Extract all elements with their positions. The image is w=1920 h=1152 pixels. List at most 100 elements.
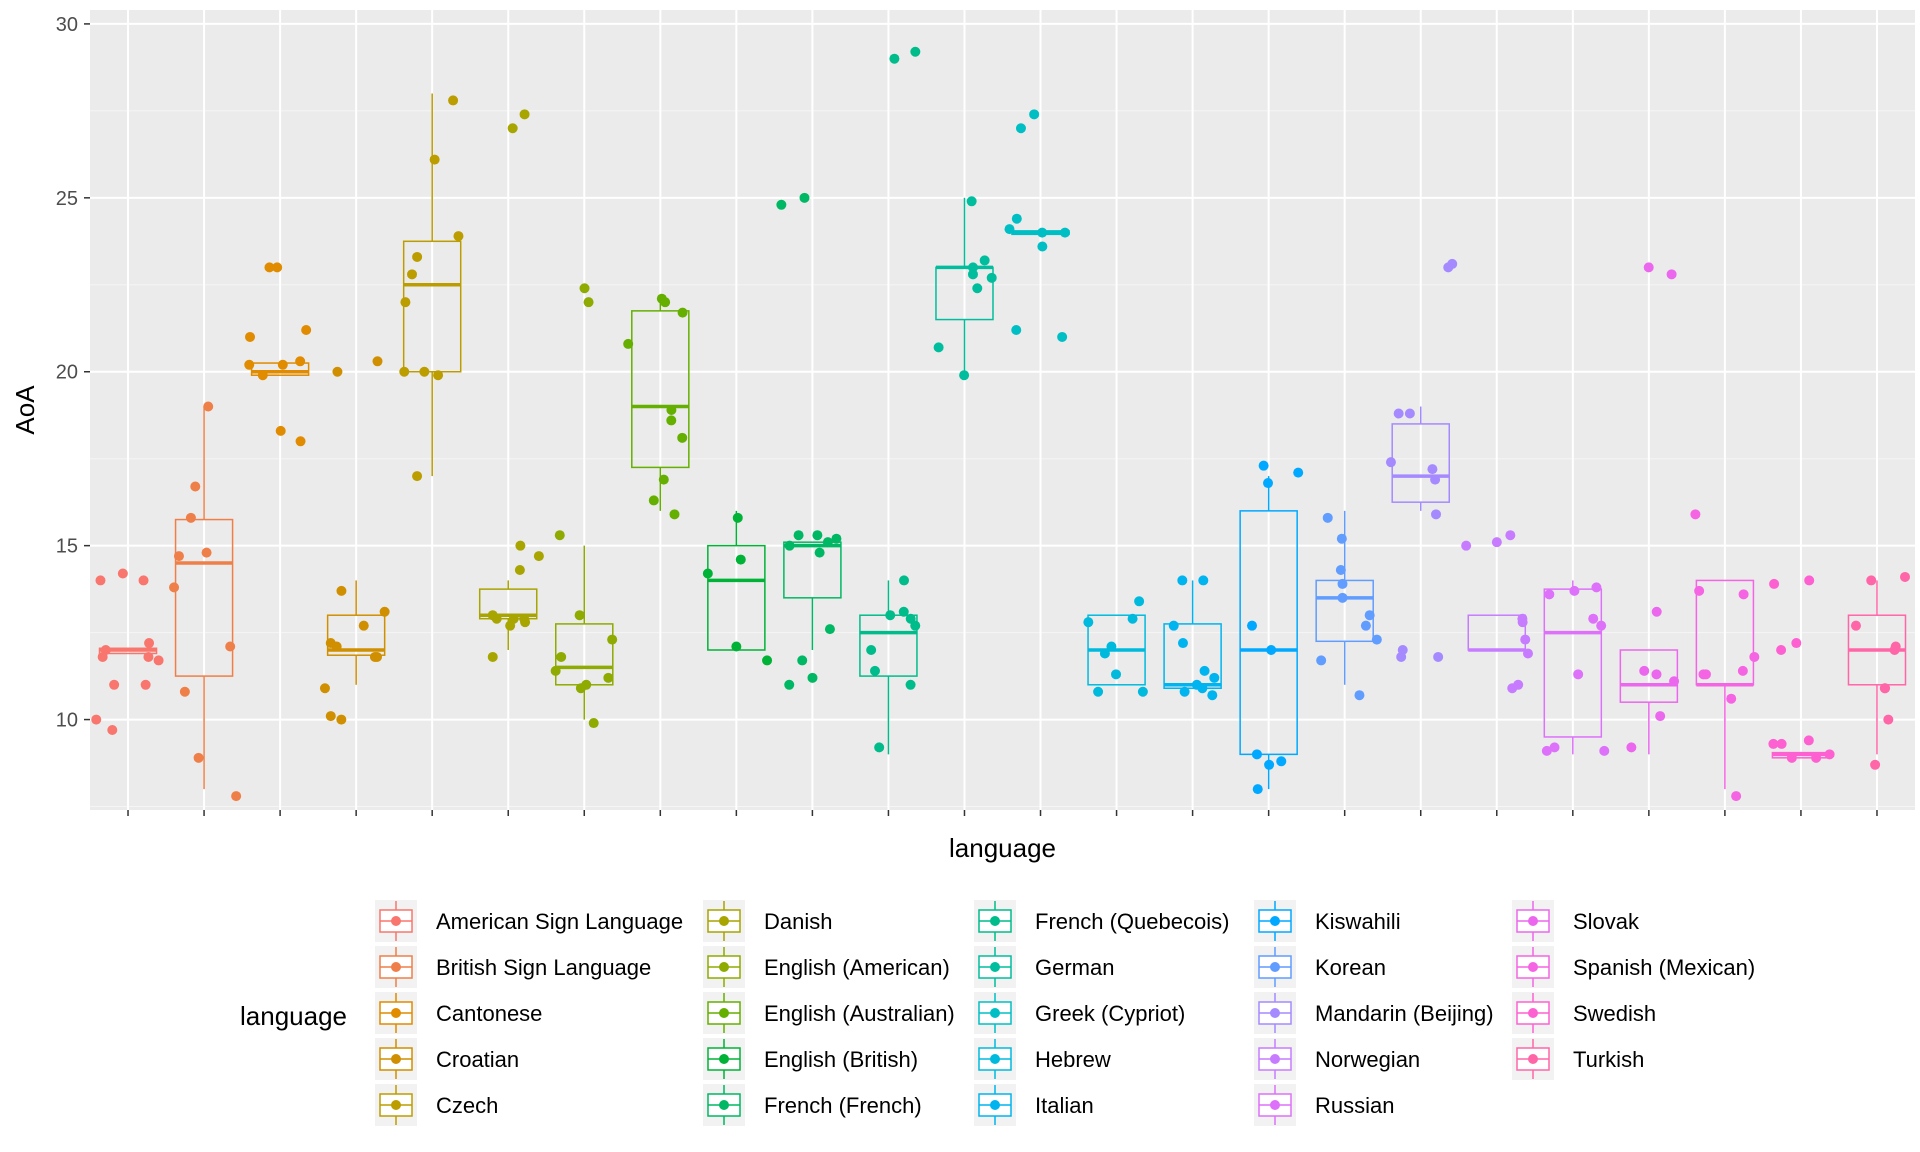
legend-label: British Sign Language [436,955,651,980]
box-hebrew [1087,614,1146,686]
data-point [1207,690,1218,701]
data-point [899,575,910,586]
data-point [824,624,835,635]
data-point [1258,460,1269,471]
data-point [491,613,502,624]
legend-label: Mandarin (Beijing) [1315,1001,1494,1026]
points-czech [399,95,464,482]
points-kiswahili [1247,460,1304,795]
data-point [1337,578,1348,589]
legend-item: Hebrew [974,1038,1111,1080]
legend-label: Spanish (Mexican) [1573,955,1755,980]
data-point [1137,686,1148,697]
data-point [1507,683,1518,694]
legend-label: English (Australian) [764,1001,955,1026]
data-point [1385,457,1396,468]
data-point [1824,749,1835,760]
data-point [972,283,983,294]
box-german [935,197,994,372]
data-point [831,533,842,544]
data-point [623,338,634,349]
legend-key-point [391,1008,401,1018]
data-point [1127,613,1138,624]
data-point [554,530,565,541]
legend-item: Norwegian [1254,1038,1420,1080]
points [91,46,1911,802]
data-point [97,651,108,662]
legend-item: Russian [1254,1084,1394,1126]
data-point [677,432,688,443]
data-point [910,620,921,631]
data-point [874,742,885,753]
data-point [1517,617,1528,628]
data-point [533,551,544,562]
legend-item: Kiswahili [1254,900,1401,942]
points-english-american- [550,283,618,729]
data-point [336,585,347,596]
x-axis [127,810,1878,816]
boxes [98,93,1907,790]
legend-label: Croatian [436,1047,519,1072]
legend-label: Turkish [1573,1047,1644,1072]
data-point [1252,784,1263,795]
data-point [153,655,164,666]
data-point [1786,752,1797,763]
data-point [91,714,102,725]
box-french-quebecois- [859,580,918,755]
data-point [807,672,818,683]
points-hebrew [1083,596,1148,697]
data-point [272,262,283,273]
data-point [658,474,669,485]
data-point [1251,749,1262,760]
legend-item: American Sign Language [375,900,683,942]
data-point [1549,742,1560,753]
data-point [1037,227,1048,238]
data-point [507,123,518,134]
data-point [419,366,430,377]
box-british-sign-language [174,406,234,790]
data-point [1726,693,1737,704]
data-point [140,679,151,690]
data-point [1737,665,1748,676]
legend-key-point [990,962,1000,972]
data-point [1804,575,1815,586]
legend-key-point [719,1008,729,1018]
legend-label: Swedish [1573,1001,1656,1026]
data-point [1015,123,1026,134]
data-point [1404,408,1415,419]
data-point [1247,620,1258,631]
data-point [1626,742,1637,753]
data-point [966,196,977,207]
data-point [1866,575,1877,586]
legend-key-point [719,916,729,926]
data-point [358,620,369,631]
data-point [225,641,236,652]
data-point [1430,474,1441,485]
legend-key-point [1270,1008,1280,1018]
y-tick-label: 30 [56,14,78,36]
data-point [144,638,155,649]
data-point [1037,241,1048,252]
data-point [1197,683,1208,694]
data-point [1889,645,1900,655]
points-french-french- [776,192,842,690]
points-norwegian [1461,530,1533,694]
data-point [1106,641,1117,652]
legend-label: Hebrew [1035,1047,1111,1072]
box-body [1163,623,1222,690]
legend-label: English (American) [764,955,950,980]
data-point [1520,634,1531,645]
data-point [1522,648,1533,659]
legend-key-point [1528,962,1538,972]
legend-item: Korean [1254,946,1386,988]
data-point [1803,735,1814,746]
data-point [143,651,154,662]
legend-item: French (Quebecois) [974,900,1229,942]
points-cantonese [244,262,312,447]
data-point [514,565,525,575]
points-danish [487,109,544,662]
data-point [702,568,713,579]
legend-title: language [240,1001,347,1031]
legend-label: Norwegian [1315,1047,1420,1072]
data-point [117,568,128,579]
